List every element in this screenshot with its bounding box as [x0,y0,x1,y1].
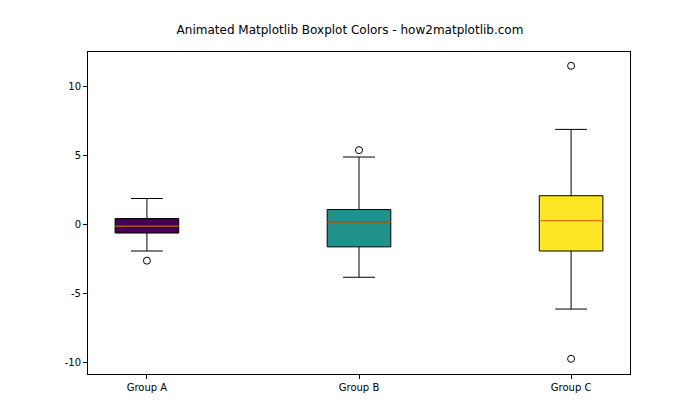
svg-text:Group A: Group A [127,382,168,393]
svg-text:0: 0 [75,219,81,230]
svg-text:-5: -5 [71,288,81,299]
svg-text:Animated Matplotlib Boxplot Co: Animated Matplotlib Boxplot Colors - how… [177,23,524,37]
svg-text:10: 10 [68,81,81,92]
svg-text:Group B: Group B [339,382,380,393]
svg-text:Group C: Group C [551,382,592,393]
svg-text:5: 5 [75,150,81,161]
svg-text:-10: -10 [65,357,81,368]
